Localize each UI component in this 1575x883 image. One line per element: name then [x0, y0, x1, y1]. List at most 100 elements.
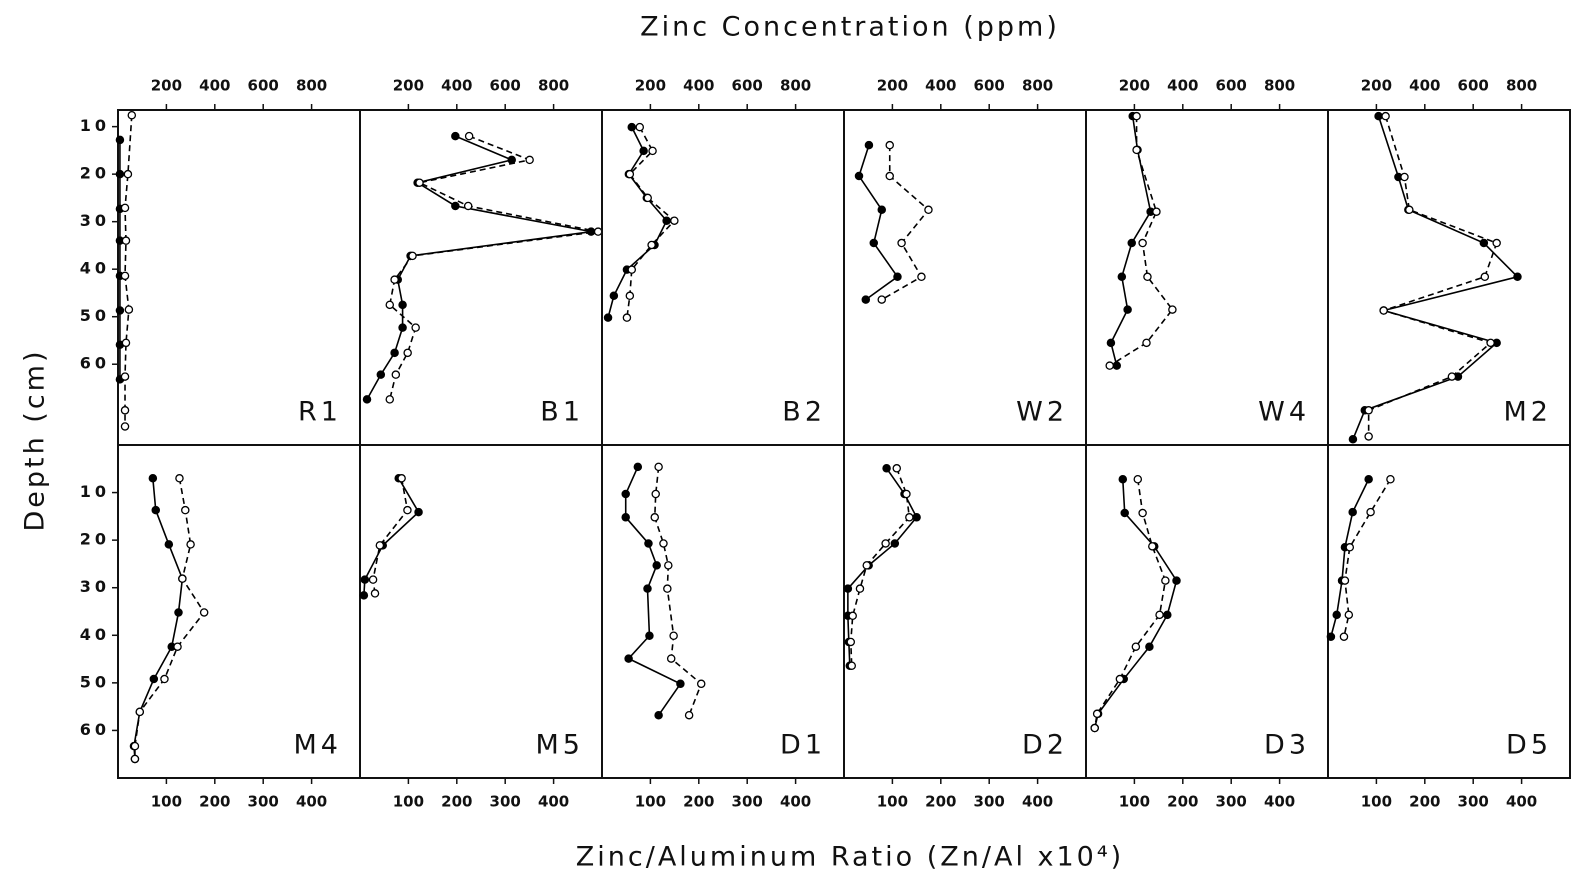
data-point: [164, 540, 174, 549]
data-point: [1117, 272, 1127, 282]
data-point: [624, 654, 633, 663]
data-point: [115, 169, 125, 179]
x-tick-label: 400: [538, 793, 569, 811]
data-point: [464, 131, 474, 141]
data-point: [650, 513, 660, 522]
data-point: [411, 323, 420, 332]
data-point: [362, 395, 372, 404]
data-point: [1090, 723, 1099, 733]
data-point: [843, 584, 853, 593]
data-point: [1405, 205, 1414, 215]
data-point: [376, 370, 386, 379]
panel-frame: [843, 109, 1087, 446]
data-point: [1479, 238, 1489, 248]
data-point: [1155, 610, 1164, 620]
panel-name: M2: [1504, 397, 1552, 428]
x-tick-label: 600: [1458, 77, 1489, 95]
data-point: [415, 178, 424, 187]
data-point: [652, 561, 661, 570]
x-tick-label: 600: [248, 77, 279, 95]
x-tick-label: 300: [1216, 793, 1247, 811]
data-point: [1486, 338, 1495, 348]
data-point: [1105, 361, 1114, 370]
x-tick-label: 800: [780, 77, 811, 95]
y-tick-label: 30: [80, 577, 110, 596]
data-point: [645, 631, 654, 641]
data-point: [1339, 632, 1349, 641]
y-axis-label: Depth (cm): [20, 348, 51, 531]
data-point: [644, 539, 653, 548]
data-point: [1364, 406, 1373, 415]
panel-frame: [601, 444, 845, 779]
data-point: [1115, 674, 1125, 684]
y-tick-label: 20: [80, 530, 110, 549]
series-line: [858, 144, 899, 301]
data-point: [121, 236, 131, 245]
x-tick-label: 300: [1458, 793, 1489, 811]
data-point: [398, 300, 407, 310]
data-point: [1172, 576, 1181, 585]
bottom-axis-label: Zinc/Aluminum Ratio (Zn/Al x10⁴): [576, 842, 1124, 873]
x-tick-label: 200: [441, 793, 472, 811]
x-tick-label: 400: [780, 793, 811, 811]
data-point: [670, 216, 679, 225]
data-point: [621, 489, 630, 499]
x-tick-label: 400: [683, 77, 714, 95]
series-line: [1352, 115, 1520, 440]
data-point: [463, 201, 473, 211]
x-tick-label: 300: [490, 793, 521, 811]
data-point: [654, 710, 663, 720]
data-point: [1366, 507, 1375, 517]
y-tick-label: 60: [80, 354, 110, 373]
series-line: [1109, 116, 1174, 367]
data-point: [451, 201, 460, 211]
data-point: [643, 193, 652, 203]
data-point: [178, 574, 187, 583]
data-point: [1447, 372, 1457, 381]
data-point: [864, 140, 874, 150]
data-point: [414, 507, 423, 517]
data-point: [654, 462, 663, 472]
data-point: [1118, 475, 1128, 484]
data-point: [390, 275, 399, 284]
data-point: [1168, 305, 1177, 314]
x-tick-label: 200: [1361, 77, 1392, 95]
x-tick-label: 400: [441, 77, 472, 95]
panel-name: W2: [1016, 397, 1068, 428]
data-point: [398, 323, 407, 332]
data-point: [846, 637, 856, 647]
series-line: [372, 478, 409, 594]
top-axis-label: Zinc Concentration (ppm): [640, 12, 1060, 43]
data-point: [375, 541, 385, 550]
data-point: [633, 462, 643, 472]
data-point: [359, 591, 369, 600]
panel-name: M4: [294, 730, 342, 761]
data-point: [855, 584, 865, 593]
data-point: [370, 589, 380, 598]
panel-name: W4: [1258, 397, 1310, 428]
data-point: [360, 575, 370, 584]
data-point: [1127, 238, 1136, 248]
series-line: [607, 126, 668, 318]
data-point: [877, 205, 887, 215]
data-point: [609, 291, 619, 301]
data-point: [1332, 610, 1341, 620]
y-tick-label: 20: [80, 164, 110, 183]
data-point: [120, 271, 130, 281]
data-point: [1345, 543, 1355, 552]
data-point: [120, 406, 130, 415]
data-point: [148, 474, 158, 483]
data-point: [1379, 306, 1388, 315]
panel-frame: [1327, 444, 1571, 779]
data-point: [1132, 145, 1141, 155]
series-line: [849, 468, 911, 666]
x-tick-label: 200: [925, 793, 956, 811]
data-point: [385, 300, 395, 310]
data-point: [151, 505, 161, 515]
x-tick-label: 400: [925, 77, 956, 95]
x-tick-label: 300: [248, 793, 279, 811]
series-line: [134, 478, 206, 759]
data-point: [1092, 709, 1102, 719]
x-tick-label: 800: [296, 77, 327, 95]
